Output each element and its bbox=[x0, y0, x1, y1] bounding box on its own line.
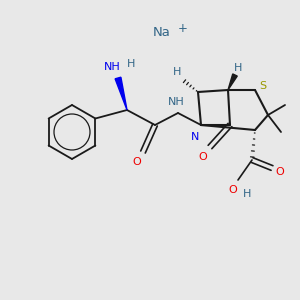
Text: O: O bbox=[229, 185, 237, 195]
Polygon shape bbox=[115, 77, 127, 110]
Text: NH: NH bbox=[103, 62, 120, 72]
Text: O: O bbox=[133, 157, 141, 167]
Text: NH: NH bbox=[168, 97, 184, 107]
Text: N: N bbox=[191, 132, 199, 142]
Polygon shape bbox=[228, 74, 237, 90]
Text: H: H bbox=[243, 189, 251, 199]
Text: +: + bbox=[178, 22, 188, 35]
Text: H: H bbox=[234, 63, 242, 73]
Text: H: H bbox=[173, 67, 181, 77]
Text: Na: Na bbox=[153, 26, 171, 38]
Text: O: O bbox=[199, 152, 207, 162]
Text: S: S bbox=[260, 81, 267, 91]
Text: O: O bbox=[276, 167, 284, 177]
Text: H: H bbox=[127, 59, 135, 69]
